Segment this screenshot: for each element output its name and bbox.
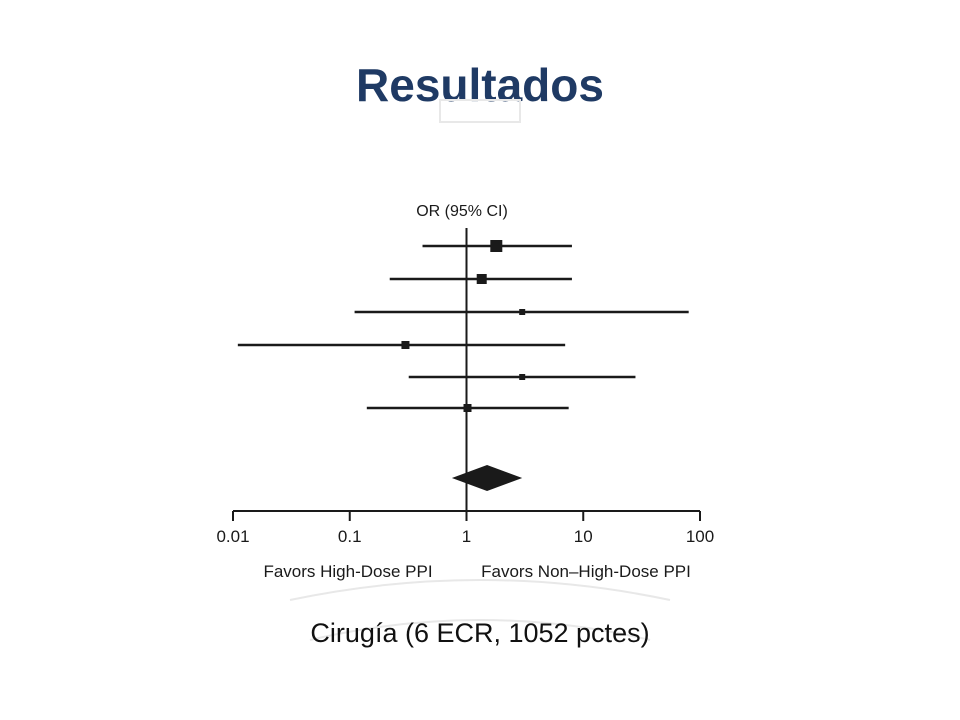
column-header: OR (95% CI) [416, 203, 508, 220]
study-marker [463, 404, 472, 412]
study-marker [519, 309, 526, 315]
watermark-seal [289, 99, 671, 641]
study-marker [519, 374, 526, 380]
x-tick-label: 0.1 [338, 527, 362, 546]
slide-title: Resultados [356, 59, 604, 111]
x-tick-label: 0.01 [216, 527, 249, 546]
slide-subtitle: Cirugía (6 ECR, 1052 pctes) [310, 618, 650, 648]
x-tick-label: 100 [686, 527, 714, 546]
pooled-diamond [451, 465, 523, 491]
favors-right-label: Favors Non–High-Dose PPI [481, 562, 691, 581]
x-tick-label: 10 [574, 527, 593, 546]
x-tick-label: 1 [462, 527, 471, 546]
study-marker [401, 341, 410, 349]
favors-left-label: Favors High-Dose PPI [263, 562, 432, 581]
study-marker [476, 274, 487, 284]
study-marker [490, 240, 503, 252]
